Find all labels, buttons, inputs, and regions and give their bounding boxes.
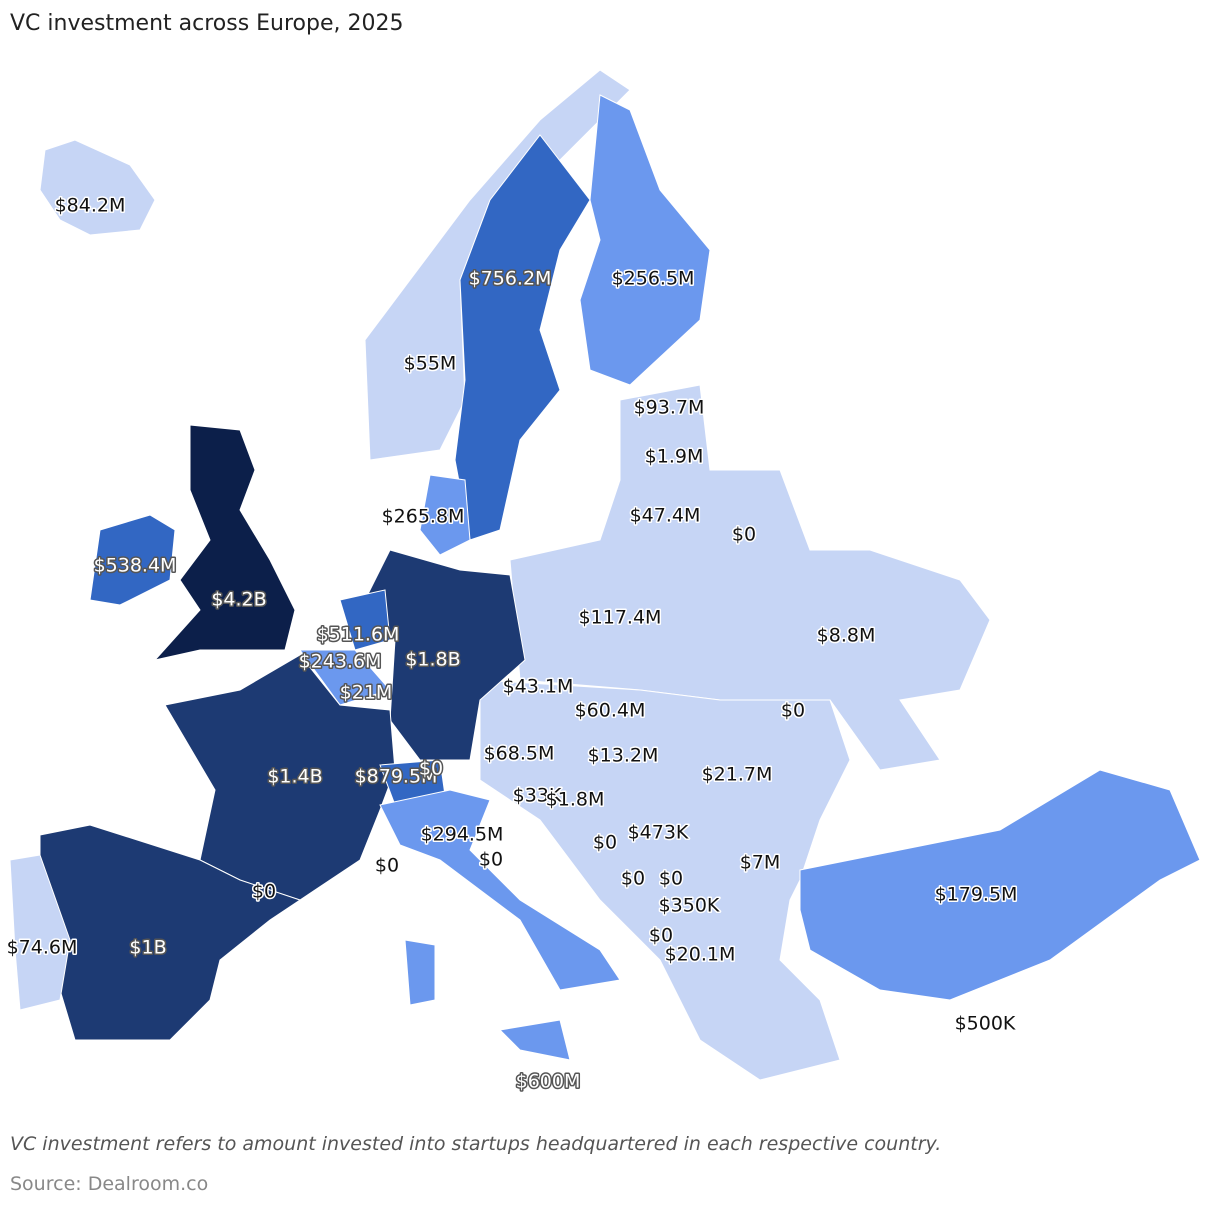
value-label: $500K [955, 1013, 1016, 1035]
value-label: $0 [732, 524, 756, 546]
value-label: $0 [252, 881, 276, 903]
region [454, 134, 591, 541]
value-label: $47.4M [630, 505, 701, 527]
value-label: $179.5M [935, 884, 1018, 906]
value-label: $473K [628, 822, 689, 844]
value-label: $21.7M [702, 764, 773, 786]
value-label: $1B [129, 937, 166, 959]
region [299, 649, 391, 706]
value-label: $0 [649, 925, 673, 947]
value-label: $1.8B [405, 649, 460, 671]
value-label: $511.6M [317, 624, 400, 646]
value-label: $1.4B [267, 766, 322, 788]
region [339, 589, 391, 651]
region [39, 139, 156, 236]
region [799, 769, 1201, 1001]
value-label: $0 [593, 832, 617, 854]
value-label: $879.5M [355, 766, 438, 788]
region [9, 854, 71, 1011]
value-label: $538.4M [94, 555, 177, 577]
region [364, 69, 631, 461]
region [153, 424, 296, 661]
value-label: $74.6M [7, 937, 78, 959]
value-label: $0 [659, 868, 683, 890]
value-label: $4.2B [211, 589, 266, 611]
value-label: $1.9M [645, 446, 704, 468]
value-label: $55M [404, 353, 457, 375]
value-label: $265.8M [382, 506, 465, 528]
value-label: $600M [516, 1071, 581, 1093]
region [89, 514, 176, 606]
value-label: $294.5M [421, 824, 504, 846]
value-label: $350K [659, 895, 720, 917]
region [579, 94, 711, 386]
region [479, 679, 851, 1081]
value-label: $68.5M [484, 743, 555, 765]
value-label: $1.8M [546, 789, 605, 811]
source: Source: Dealroom.co [10, 1173, 208, 1195]
value-label: $13.2M [588, 745, 659, 767]
value-label: $21M [340, 682, 393, 704]
value-label: $8.8M [817, 625, 876, 647]
region [419, 474, 471, 556]
value-label: $20.1M [665, 944, 736, 966]
value-label: $84.2M [55, 195, 126, 217]
value-labels: $84.2M $756.2M $256.5M $55M $93.7M $1.9M… [5, 193, 1019, 1094]
value-label: $256.5M [612, 268, 695, 290]
value-label: $7M [740, 852, 781, 874]
title: VC investment across Europe, 2025 [10, 11, 404, 36]
value-label: $117.4M [579, 607, 662, 629]
value-label: $756.2M [469, 268, 552, 290]
value-label: $243.6M [299, 651, 382, 673]
value-label: $60.4M [575, 700, 646, 722]
value-label: $0 [375, 855, 399, 877]
footnote: VC investment refers to amount invested … [10, 1133, 941, 1155]
regions [9, 69, 1201, 1081]
value-label: $0 [621, 868, 645, 890]
value-label: $43.1M [503, 676, 574, 698]
region [509, 384, 991, 771]
region [498, 1019, 571, 1061]
region [379, 789, 621, 991]
value-label: $0 [419, 758, 443, 780]
value-label: $0 [781, 700, 805, 722]
value-label: $33K [513, 785, 562, 807]
value-label: $93.7M [634, 397, 705, 419]
value-label: $0 [479, 849, 503, 871]
region [404, 939, 436, 1006]
